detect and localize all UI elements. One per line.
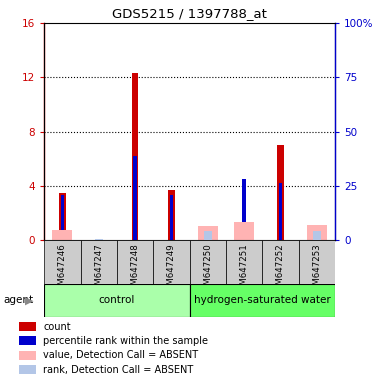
- Bar: [44, 284, 190, 317]
- Bar: [134, 156, 137, 240]
- Title: GDS5215 / 1397788_at: GDS5215 / 1397788_at: [112, 7, 267, 20]
- Text: rank, Detection Call = ABSENT: rank, Detection Call = ABSENT: [43, 365, 194, 375]
- Text: count: count: [43, 321, 71, 331]
- Bar: [277, 145, 284, 240]
- Bar: [153, 240, 189, 284]
- Bar: [226, 240, 262, 284]
- Bar: [307, 225, 327, 240]
- Bar: [95, 239, 103, 240]
- Bar: [132, 73, 138, 240]
- Bar: [198, 226, 218, 240]
- Bar: [19, 336, 36, 346]
- Bar: [234, 222, 254, 240]
- Bar: [59, 192, 66, 240]
- Bar: [19, 351, 36, 360]
- Text: control: control: [99, 295, 135, 306]
- Text: GSM647253: GSM647253: [312, 243, 321, 296]
- Bar: [262, 240, 299, 284]
- Bar: [243, 179, 246, 240]
- Bar: [190, 240, 226, 284]
- Bar: [19, 365, 36, 374]
- Text: hydrogen-saturated water: hydrogen-saturated water: [194, 295, 331, 306]
- Text: GSM647249: GSM647249: [167, 243, 176, 296]
- Bar: [299, 240, 335, 284]
- Bar: [19, 322, 36, 331]
- Bar: [170, 195, 173, 240]
- Text: GSM647251: GSM647251: [239, 243, 249, 296]
- Bar: [168, 190, 175, 240]
- Bar: [313, 231, 321, 240]
- Text: GSM647252: GSM647252: [276, 243, 285, 296]
- Text: GSM647246: GSM647246: [58, 243, 67, 296]
- Bar: [44, 240, 80, 284]
- Text: value, Detection Call = ABSENT: value, Detection Call = ABSENT: [43, 350, 198, 360]
- Text: GSM647247: GSM647247: [94, 243, 103, 296]
- Bar: [279, 183, 282, 240]
- Text: percentile rank within the sample: percentile rank within the sample: [43, 336, 208, 346]
- Bar: [117, 240, 153, 284]
- Bar: [204, 231, 212, 240]
- Text: GSM647250: GSM647250: [203, 243, 212, 296]
- Bar: [80, 240, 117, 284]
- Bar: [52, 230, 72, 240]
- Text: GSM647248: GSM647248: [131, 243, 140, 296]
- Text: ▶: ▶: [25, 295, 33, 306]
- Bar: [61, 195, 64, 240]
- Text: agent: agent: [4, 295, 34, 306]
- Bar: [190, 284, 335, 317]
